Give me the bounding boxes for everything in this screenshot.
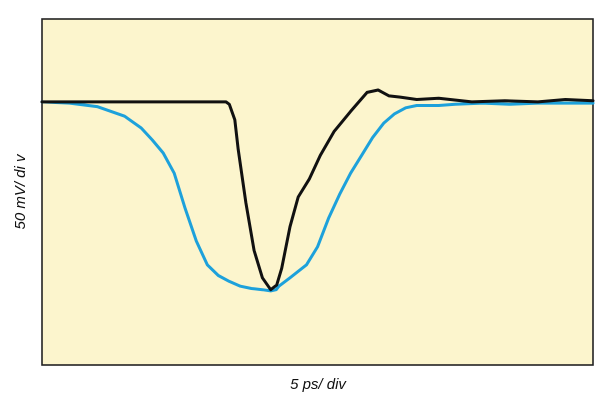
series-line-1 bbox=[40, 88, 595, 292]
x-axis-label: 5 ps/ div bbox=[290, 376, 347, 393]
y-axis-label: 50 mV/ di v bbox=[12, 153, 29, 230]
series-layer bbox=[40, 88, 595, 293]
series-line-2 bbox=[40, 100, 595, 293]
plot-background bbox=[41, 18, 594, 366]
